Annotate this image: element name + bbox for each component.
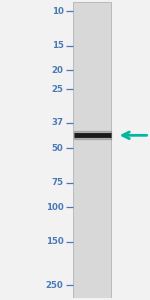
Text: 25: 25 [52, 85, 63, 94]
Text: 50: 50 [52, 144, 63, 153]
Text: 250: 250 [46, 281, 63, 290]
Bar [73, 2, 111, 298]
Text: 15: 15 [52, 41, 63, 50]
Text: 37: 37 [51, 118, 63, 127]
Text: 10: 10 [52, 7, 63, 16]
Text: 20: 20 [52, 66, 63, 75]
Text: 100: 100 [46, 203, 63, 212]
Text: 75: 75 [51, 178, 63, 187]
Text: 150: 150 [46, 237, 63, 246]
